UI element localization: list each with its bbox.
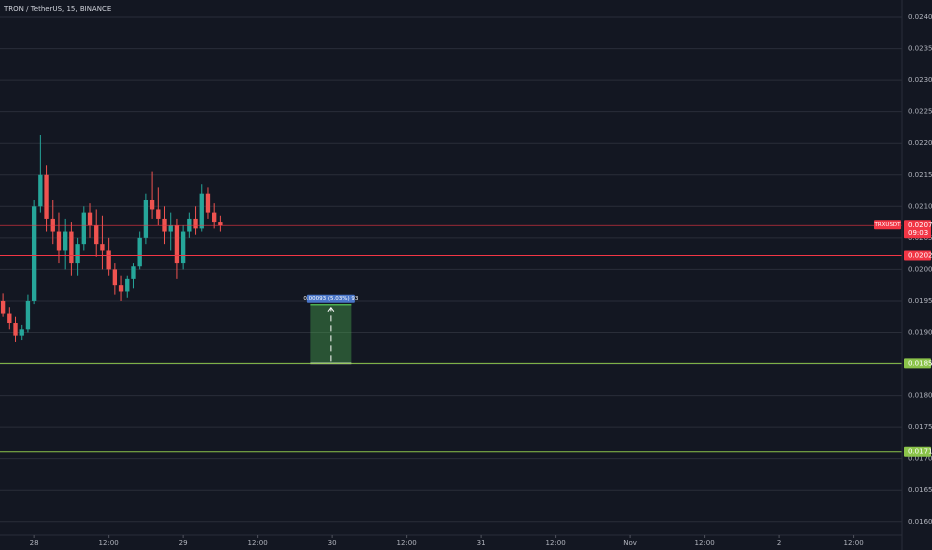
level-label-bg	[904, 446, 931, 457]
position-box	[310, 304, 352, 364]
candle-body	[131, 266, 136, 279]
last-price-bg	[904, 220, 931, 239]
candle-body	[112, 269, 118, 286]
x-tick-label: 2	[777, 539, 781, 547]
symbol-label-bg	[874, 220, 901, 230]
candle-body	[143, 199, 149, 238]
x-tick-label: 12:00	[248, 539, 268, 547]
x-tick-label: 30	[328, 539, 337, 547]
plot: 0.00093 (5.03%) 93	[0, 135, 902, 453]
candle-body	[44, 174, 49, 219]
candle-body	[38, 174, 43, 207]
position-arrowhead	[327, 306, 335, 313]
candle-body	[118, 285, 124, 292]
countdown-label: 09:03	[908, 229, 928, 237]
x-tick-label: 12:00	[694, 539, 714, 547]
candle-body	[63, 231, 68, 251]
x-tick-label: 29	[179, 539, 188, 547]
candle-body	[106, 250, 111, 270]
candle-body	[94, 225, 99, 245]
candle-body	[137, 237, 142, 267]
candle-body	[174, 225, 180, 264]
candle-body	[180, 231, 186, 264]
position-label: 0.00093 (5.03%) 93	[303, 296, 359, 302]
candle-body	[31, 206, 37, 301]
candle-body	[100, 244, 105, 251]
candle-body	[0, 300, 6, 314]
candle-body	[19, 329, 24, 336]
candle-body	[193, 218, 198, 229]
candle-body	[156, 209, 161, 219]
position-label-bg	[306, 294, 355, 303]
chart-title: TRON / TetherUS, 15, BINANCE	[3, 5, 111, 13]
symbol-label: TRXUSDT	[873, 222, 901, 228]
candle-body	[13, 323, 18, 336]
x-tick-label: 28	[30, 539, 39, 547]
candle-body	[25, 300, 31, 330]
level-label: 0.02022	[908, 252, 932, 260]
y-tick-label: 0.02400	[908, 13, 932, 21]
candle-body	[199, 193, 204, 229]
candle-body	[56, 231, 62, 251]
candle-body	[125, 278, 130, 292]
candle-body	[87, 212, 93, 226]
x-tick-label: 12:00	[546, 539, 566, 547]
x-tick-label: 31	[477, 539, 486, 547]
x-tick-label: 12:00	[99, 539, 119, 547]
candle-body	[205, 193, 211, 213]
candle-body	[81, 212, 86, 245]
candle-body	[7, 313, 12, 324]
x-tick-label: Nov	[623, 539, 637, 547]
level-label-bg	[904, 250, 931, 261]
candle-body	[75, 244, 80, 264]
level-label: 0.01711	[908, 448, 932, 456]
x-tick-label: 12:00	[397, 539, 417, 547]
candle-body	[149, 199, 155, 210]
level-label: 0.01851	[908, 359, 932, 367]
candle-body	[69, 231, 74, 264]
candle-body	[218, 222, 223, 226]
candle-body	[168, 225, 173, 232]
x-tick-label: 12:00	[843, 539, 863, 547]
candle-body	[211, 212, 217, 223]
level-label-bg	[904, 358, 931, 369]
